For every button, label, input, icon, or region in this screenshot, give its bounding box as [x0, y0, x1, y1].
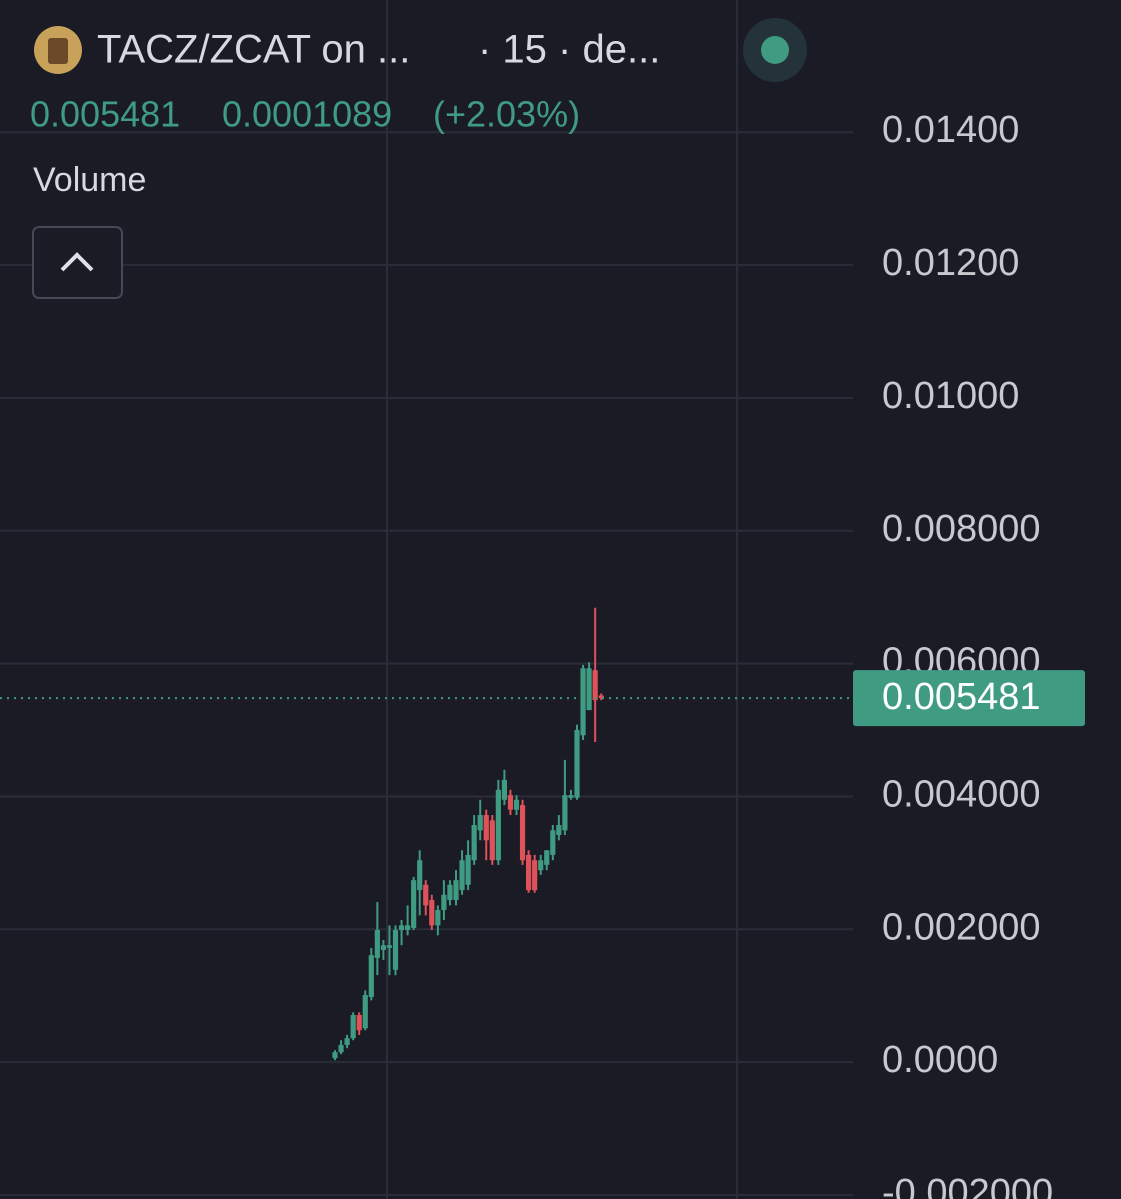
candle-body	[392, 929, 399, 970]
y-tick-label: 0.008000	[882, 508, 1041, 550]
candle-body	[356, 1014, 362, 1031]
candle-body	[592, 670, 598, 701]
candle-body	[398, 925, 405, 930]
candle-body	[544, 850, 550, 865]
chart-subtitle: · 15 · de...	[478, 28, 660, 72]
candle-body	[405, 925, 411, 930]
candle-body	[459, 860, 465, 891]
header-change-pct: (+2.03%)	[433, 94, 580, 135]
candle-body	[532, 860, 538, 891]
candle-body	[338, 1044, 344, 1053]
chevron-icon	[60, 252, 94, 272]
candle-body	[489, 820, 495, 861]
y-tick-label: 0.0000	[882, 1039, 998, 1081]
header-price: 0.005481	[30, 94, 180, 135]
candle-body	[429, 900, 435, 926]
candle-body	[441, 894, 447, 911]
candle-body	[417, 860, 423, 891]
candle-body	[465, 854, 471, 885]
candle-body	[580, 668, 586, 736]
chart-title: TACZ/ZCAT on ...	[97, 28, 410, 72]
candle-body	[362, 995, 368, 1029]
candle-body	[507, 795, 514, 810]
y-tick-label: 0.002000	[882, 906, 1041, 948]
y-tick-label: 0.01000	[882, 375, 1019, 417]
candle-body	[386, 945, 393, 948]
candle-body	[332, 1052, 338, 1059]
candle-body	[519, 805, 526, 861]
candle-body	[550, 830, 556, 855]
candle-body	[526, 854, 532, 891]
candle-body	[368, 955, 374, 998]
candle-body	[574, 730, 580, 798]
candle-body	[477, 815, 483, 831]
y-tick-label: 0.01400	[882, 109, 1019, 151]
candle-body	[374, 929, 380, 958]
candle-body	[568, 795, 574, 798]
candle-body	[380, 945, 386, 950]
header-change: 0.0001089	[222, 94, 392, 135]
y-tick-label: 0.004000	[882, 773, 1041, 815]
candle-body	[513, 799, 520, 810]
last-price-badge	[853, 670, 1085, 727]
candle-body	[586, 668, 592, 711]
y-tick-label: 0.01200	[882, 242, 1019, 284]
last-price-label: 0.005481	[882, 676, 1041, 718]
candle-body	[411, 880, 417, 928]
candle-body	[562, 795, 568, 831]
status-dot	[761, 36, 789, 64]
candle-body	[435, 910, 441, 926]
candle-body	[556, 825, 562, 835]
candle-body	[495, 789, 501, 861]
candle-body	[501, 779, 507, 800]
candle-body	[453, 880, 459, 901]
indicator-label: Volume	[33, 161, 146, 199]
candle-body	[471, 825, 477, 861]
candle-body	[447, 884, 453, 901]
candle-body	[344, 1038, 350, 1045]
collapse-button[interactable]	[32, 226, 123, 299]
candle-body	[423, 884, 429, 906]
candle-body	[538, 860, 544, 871]
candle-body	[350, 1014, 356, 1039]
candle-body	[483, 815, 489, 841]
token-avatar-figure	[48, 38, 68, 64]
candle-body	[598, 695, 604, 699]
y-tick-label: -0.002000	[882, 1172, 1053, 1199]
